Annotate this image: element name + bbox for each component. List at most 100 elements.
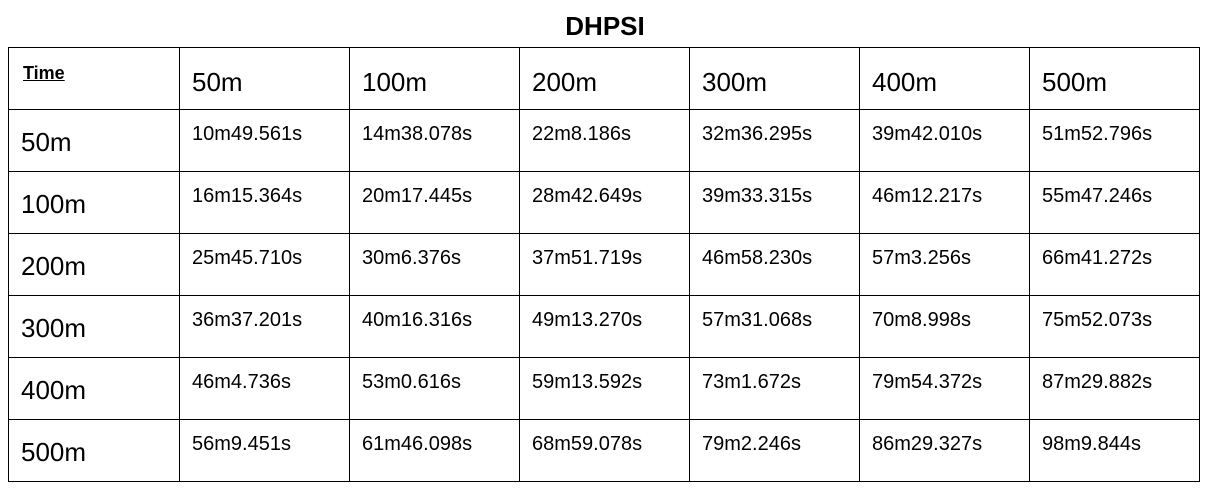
table-cell: 79m2.246s (689, 419, 860, 482)
cell-value: 79m2.246s (702, 433, 801, 455)
table-cell: 75m52.073s (1029, 295, 1200, 358)
column-header-label: 200m (532, 67, 598, 97)
timing-table-body: Time 50m 100m 200m 300m 400m 500m 50m 10m… (8, 47, 1200, 482)
table-cell: 59m13.592s (519, 357, 690, 420)
column-header-label: 100m (362, 67, 428, 97)
cell-value: 57m3.256s (872, 247, 971, 269)
cell-value: 55m47.246s (1042, 185, 1153, 207)
table-cell: 22m8.186s (519, 109, 690, 172)
table-cell: 46m12.217s (859, 171, 1030, 234)
column-header: 100m (349, 47, 520, 110)
table-cell: 79m54.372s (859, 357, 1030, 420)
table-cell: 39m33.315s (689, 171, 860, 234)
table-cell: 98m9.844s (1029, 419, 1200, 482)
row-header: 200m (8, 233, 180, 296)
header-row: Time 50m 100m 200m 300m 400m 500m (8, 47, 1200, 110)
table-cell: 36m37.201s (179, 295, 350, 358)
cell-value: 73m1.672s (702, 371, 801, 393)
table-cell: 10m49.561s (179, 109, 350, 172)
column-header: 200m (519, 47, 690, 110)
cell-value: 61m46.098s (362, 433, 473, 455)
cell-value: 10m49.561s (192, 123, 303, 145)
cell-value: 16m15.364s (192, 185, 303, 207)
table-cell: 49m13.270s (519, 295, 690, 358)
table-cell: 86m29.327s (859, 419, 1030, 482)
table-row: 100m 16m15.364s 20m17.445s 28m42.649s 39m33.… (8, 171, 1200, 234)
table-cell: 70m8.998s (859, 295, 1030, 358)
cell-value: 79m54.372s (872, 371, 983, 393)
row-header-label: 300m (21, 313, 87, 343)
table-cell: 57m3.256s (859, 233, 1030, 296)
column-header-label: 50m (192, 67, 243, 97)
row-header-label: 50m (21, 127, 72, 157)
column-header: 300m (689, 47, 860, 110)
cell-value: 68m59.078s (532, 433, 643, 455)
cell-value: 36m37.201s (192, 309, 303, 331)
cell-value: 86m29.327s (872, 433, 983, 455)
table-cell: 30m6.376s (349, 233, 520, 296)
table-row: 300m 36m37.201s 40m16.316s 49m13.270s 57m31.… (8, 295, 1200, 358)
row-header: 100m (8, 171, 180, 234)
row-header-label: 400m (21, 375, 87, 405)
table-row: 200m 25m45.710s 30m6.376s 37m51.719s 46m58.2… (8, 233, 1200, 296)
cell-value: 25m45.710s (192, 247, 303, 269)
cell-value: 87m29.882s (1042, 371, 1153, 393)
column-header-label: 300m (702, 67, 768, 97)
cell-value: 57m31.068s (702, 309, 813, 331)
row-header: 50m (8, 109, 180, 172)
table-cell: 32m36.295s (689, 109, 860, 172)
table-cell: 61m46.098s (349, 419, 520, 482)
cell-value: 39m33.315s (702, 185, 813, 207)
corner-cell: Time (8, 47, 180, 110)
cell-value: 51m52.796s (1042, 123, 1153, 145)
column-header: 50m (179, 47, 350, 110)
row-header-label: 100m (21, 189, 87, 219)
table-cell: 66m41.272s (1029, 233, 1200, 296)
table-cell: 28m42.649s (519, 171, 690, 234)
cell-value: 49m13.270s (532, 309, 643, 331)
table-cell: 57m31.068s (689, 295, 860, 358)
row-header: 300m (8, 295, 180, 358)
row-header: 500m (8, 419, 180, 482)
cell-value: 46m4.736s (192, 371, 291, 393)
table-cell: 87m29.882s (1029, 357, 1200, 420)
cell-value: 59m13.592s (532, 371, 643, 393)
column-header-label: 400m (872, 67, 938, 97)
table-cell: 73m1.672s (689, 357, 860, 420)
table-cell: 16m15.364s (179, 171, 350, 234)
row-header: 400m (8, 357, 180, 420)
cell-value: 30m6.376s (362, 247, 461, 269)
cell-value: 46m12.217s (872, 185, 983, 207)
cell-value: 66m41.272s (1042, 247, 1153, 269)
table-cell: 39m42.010s (859, 109, 1030, 172)
cell-value: 40m16.316s (362, 309, 473, 331)
row-header-label: 500m (21, 437, 87, 467)
table-cell: 40m16.316s (349, 295, 520, 358)
cell-value: 46m58.230s (702, 247, 813, 269)
table-cell: 53m0.616s (349, 357, 520, 420)
cell-value: 39m42.010s (872, 123, 983, 145)
table-cell: 37m51.719s (519, 233, 690, 296)
table-row: 400m 46m4.736s 53m0.616s 59m13.592s 73m1.672… (8, 357, 1200, 420)
cell-value: 20m17.445s (362, 185, 473, 207)
table-cell: 56m9.451s (179, 419, 350, 482)
cell-value: 14m38.078s (362, 123, 473, 145)
cell-value: 53m0.616s (362, 371, 461, 393)
table-cell: 51m52.796s (1029, 109, 1200, 172)
cell-value: 28m42.649s (532, 185, 643, 207)
cell-value: 75m52.073s (1042, 309, 1153, 331)
timing-table: Time 50m 100m 200m 300m 400m 500m 50m 10m… (8, 47, 1200, 482)
table-cell: 46m58.230s (689, 233, 860, 296)
table-cell: 55m47.246s (1029, 171, 1200, 234)
row-header-label: 200m (21, 251, 87, 281)
table-cell: 20m17.445s (349, 171, 520, 234)
cell-value: 22m8.186s (532, 123, 631, 145)
cell-value: 98m9.844s (1042, 433, 1141, 455)
cell-value: 37m51.719s (532, 247, 643, 269)
page-title: DHPSI (565, 11, 645, 41)
table-cell: 46m4.736s (179, 357, 350, 420)
table-cell: 68m59.078s (519, 419, 690, 482)
column-header-label: 500m (1042, 67, 1108, 97)
column-header: 500m (1029, 47, 1200, 110)
cell-value: 32m36.295s (702, 123, 813, 145)
